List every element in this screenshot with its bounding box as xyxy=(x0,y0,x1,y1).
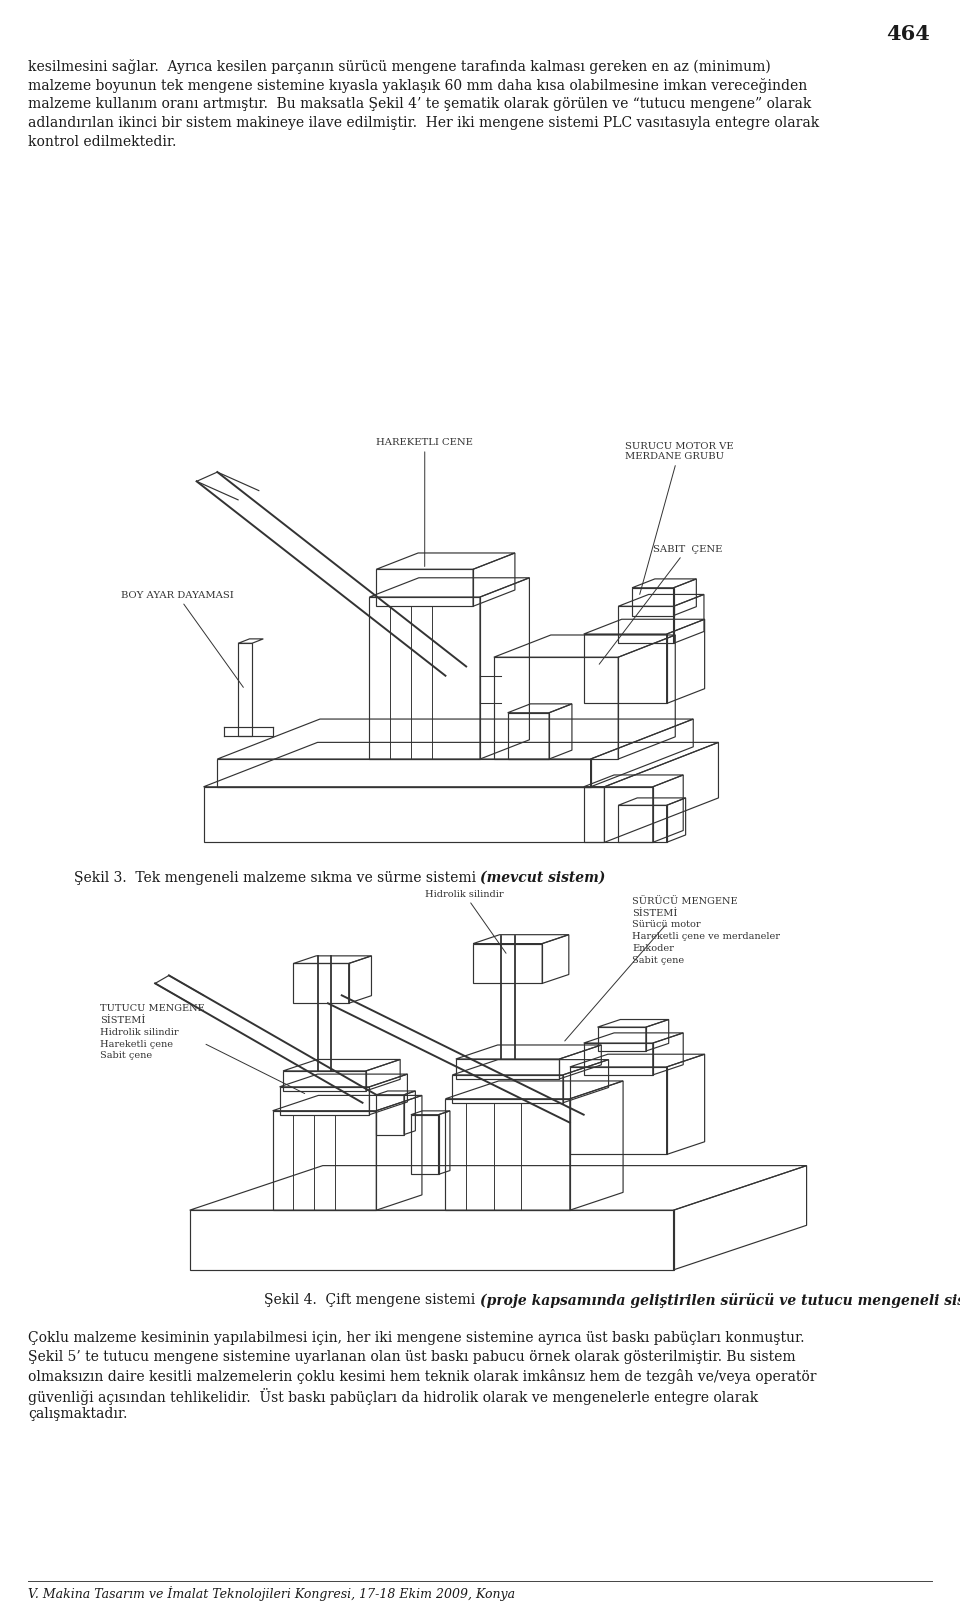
Text: Çoklu malzeme kesiminin yapılabilmesi için, her iki mengene sistemine ayrıca üst: Çoklu malzeme kesiminin yapılabilmesi iç… xyxy=(28,1329,804,1344)
Text: BOY AYAR DAYAMASI: BOY AYAR DAYAMASI xyxy=(121,591,244,688)
Text: kesilmesini sağlar.  Ayrıca kesilen parçanın sürücü mengene tarafında kalması ge: kesilmesini sağlar. Ayrıca kesilen parça… xyxy=(28,58,771,75)
Text: çalışmaktadır.: çalışmaktadır. xyxy=(28,1406,128,1420)
Text: Şekil 4.  Çift mengene sistemi: Şekil 4. Çift mengene sistemi xyxy=(264,1292,480,1307)
Text: malzeme kullanım oranı artmıştır.  Bu maksatla Şekil 4’ te şematik olarak görüle: malzeme kullanım oranı artmıştır. Bu mak… xyxy=(28,97,811,110)
Text: güvenliği açısından tehlikelidir.  Üst baskı pabüçları da hidrolik olarak ve men: güvenliği açısından tehlikelidir. Üst ba… xyxy=(28,1388,758,1404)
Text: malzeme boyunun tek mengene sistemine kıyasla yaklaşık 60 mm daha kısa olabilmes: malzeme boyunun tek mengene sistemine kı… xyxy=(28,78,807,93)
Text: HAREKETLI CENE: HAREKETLI CENE xyxy=(376,438,473,566)
Text: SURUCU MOTOR VE
MERDANE GRUBU: SURUCU MOTOR VE MERDANE GRUBU xyxy=(625,441,733,596)
Text: kontrol edilmektedir.: kontrol edilmektedir. xyxy=(28,135,177,149)
Text: adlandırılan ikinci bir sistem makineye ilave edilmiştir.  Her iki mengene siste: adlandırılan ikinci bir sistem makineye … xyxy=(28,115,819,130)
Text: Hidrolik silindir: Hidrolik silindir xyxy=(424,889,506,954)
Text: SÜRÜCÜ MENGENE
SİSTEMİ
Sürücü motor
Hareketli çene ve merdaneler
Enkoder
Sabit ç: SÜRÜCÜ MENGENE SİSTEMİ Sürücü motor Hare… xyxy=(632,896,780,964)
Text: 464: 464 xyxy=(886,24,930,44)
Text: Şekil 5’ te tutucu mengene sistemine uyarlanan olan üst baskı pabucu örnek olara: Şekil 5’ te tutucu mengene sistemine uya… xyxy=(28,1349,796,1363)
Text: (mevcut sistem): (mevcut sistem) xyxy=(480,870,606,885)
Text: SABIT  ÇENE: SABIT ÇENE xyxy=(599,544,722,665)
Text: Şekil 3.  Tek mengeneli malzeme sıkma ve sürme sistemi: Şekil 3. Tek mengeneli malzeme sıkma ve … xyxy=(74,870,480,885)
Text: TUTUCU MENGENE
SİSTEMİ
Hidrolik silindir
Hareketli çene
Sabit çene: TUTUCU MENGENE SİSTEMİ Hidrolik silindir… xyxy=(100,1003,204,1060)
Text: V. Makina Tasarım ve İmalat Teknolojileri Kongresi, 17-18 Ekim 2009, Konya: V. Makina Tasarım ve İmalat Teknolojiler… xyxy=(28,1586,516,1600)
Text: (proje kapsamında geliştirilen sürücü ve tutucu mengeneli sistem): (proje kapsamında geliştirilen sürücü ve… xyxy=(480,1292,960,1307)
Text: olmaksızın daire kesitli malzemelerin çoklu kesimi hem teknik olarak imkânsız he: olmaksızın daire kesitli malzemelerin ço… xyxy=(28,1368,817,1383)
